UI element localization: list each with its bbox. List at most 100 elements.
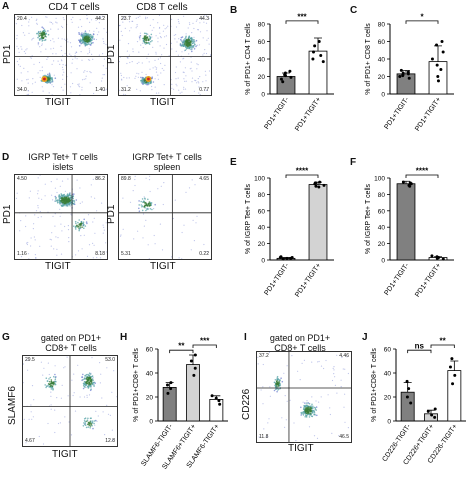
bar <box>400 391 415 422</box>
density-dots <box>119 15 211 95</box>
significance-label: ns <box>415 342 425 351</box>
bar-chart-b: 0 20 40 60 80 % of PD1+ CD4 T cells PD1+TIGIT-… <box>236 4 352 150</box>
data-point <box>405 395 409 399</box>
panel-letter-b: B <box>230 5 238 16</box>
bar <box>186 364 200 422</box>
data-point <box>311 57 315 61</box>
data-point <box>288 69 292 73</box>
data-point <box>210 394 214 398</box>
significance-bracket <box>285 20 319 24</box>
y-tick-label: 20 <box>258 74 266 81</box>
y-tick-label: 80 <box>378 192 386 199</box>
facs-plot-spleen: 89.8 4.65 5.31 0.22 <box>118 174 212 260</box>
quadrant-q1: 20.4 <box>17 16 27 22</box>
panel-letter-j: J <box>362 332 368 343</box>
bar <box>209 399 224 422</box>
data-point <box>430 413 434 417</box>
data-point <box>189 359 193 363</box>
x-axis-label-tigit: TIGIT <box>45 261 71 272</box>
quadrant-q1: 23.7 <box>121 16 131 22</box>
data-point <box>279 77 283 81</box>
bar-chart-e: 0 20 40 60 80 100% of IGRP Tet+ T cells PD1+TI… <box>236 156 352 318</box>
y-tick-label: 60 <box>378 39 386 46</box>
quadrant-q3: 1.40 <box>95 87 105 93</box>
data-point <box>319 54 323 57</box>
significance-bracket <box>405 174 439 178</box>
significance-bracket <box>192 344 217 348</box>
data-point <box>317 40 321 43</box>
quadrant-q3: 0.77 <box>199 87 209 93</box>
data-point <box>217 399 221 403</box>
quadrant-q2: 4.46 <box>339 353 349 359</box>
y-axis-label: % of PD1+CD8+ T cells <box>371 348 378 422</box>
error-bar <box>450 360 459 371</box>
quadrant-q3: 8.18 <box>95 251 105 257</box>
data-point <box>405 379 409 383</box>
bar-chart-c: 0 20 40 60 80 % of PD1+ CD8 T cells PD1+TIGIT-… <box>354 4 472 150</box>
y-tick-label: 40 <box>146 371 154 378</box>
y-tick-label: 0 <box>381 258 385 265</box>
data-point <box>169 387 173 391</box>
y-axis-label-slamf6: SLAMF6 <box>7 386 18 425</box>
facs-plot-cd226: 37.2 4.46 11.8 46.5 <box>256 351 352 443</box>
data-point <box>407 76 411 80</box>
data-point <box>407 387 411 391</box>
data-point <box>435 255 439 259</box>
y-tick-label: 40 <box>258 225 266 232</box>
bar <box>396 183 416 261</box>
panel-letter-f: F <box>350 157 357 168</box>
data-point <box>426 409 430 413</box>
y-tick-label: 60 <box>258 208 266 215</box>
panel-letter-e: E <box>230 157 237 168</box>
chart-svg: 0 20 40 60 80 100% of IGRP Tet+ T cells PD1+TI… <box>245 166 334 299</box>
y-tick-label: 40 <box>378 57 386 64</box>
data-point <box>406 70 410 74</box>
panel-d-title-spleen: IGRP Tet+ T cells spleen <box>132 152 202 172</box>
significance-bracket <box>407 349 432 354</box>
data-point <box>314 181 318 185</box>
panel-a-title-cd4: CD4 T cells <box>48 2 100 13</box>
bar <box>308 184 328 261</box>
data-point <box>192 373 196 377</box>
y-tick-label: 60 <box>378 208 386 215</box>
quadrant-q2: 86.2 <box>95 176 105 182</box>
quadrant-q3: 12.8 <box>105 438 115 444</box>
y-tick-label: 0 <box>149 419 153 426</box>
significance-label: **** <box>416 166 429 175</box>
data-point <box>318 180 322 184</box>
category-label: PD1+TIGIT- <box>383 96 411 131</box>
x-axis-label-tigit: TIGIT <box>150 97 176 108</box>
data-point <box>218 402 222 406</box>
data-point <box>169 381 173 385</box>
y-tick-label: 40 <box>258 57 266 64</box>
category-label: PD1+TIGIT+ <box>294 262 322 299</box>
panel-letter-d: D <box>2 152 10 163</box>
quadrant-q3: 46.5 <box>339 434 349 440</box>
data-point <box>433 415 437 419</box>
data-point <box>430 57 434 61</box>
bar <box>276 76 296 95</box>
significance-bracket <box>285 174 319 178</box>
data-point <box>401 71 405 75</box>
quadrant-q4: 5.31 <box>121 251 131 257</box>
data-point <box>399 68 403 72</box>
significance-label: **** <box>296 166 309 175</box>
significance-label: * <box>420 12 424 21</box>
y-tick-label: 100 <box>374 176 385 183</box>
significance-bracket <box>169 349 194 354</box>
data-point <box>279 255 283 259</box>
data-point <box>440 40 444 43</box>
data-point <box>321 60 325 64</box>
data-point <box>433 407 437 411</box>
error-bar <box>189 354 197 365</box>
y-tick-label: 100 <box>254 176 265 183</box>
category-label: PD1+TIGIT- <box>263 96 291 131</box>
density-dots <box>15 15 107 95</box>
quadrant-q4: 1.16 <box>17 251 27 257</box>
error-bar <box>403 382 412 393</box>
y-tick-label: 80 <box>258 22 266 29</box>
error-bar <box>434 45 442 62</box>
quadrant-q4: 11.8 <box>259 434 269 440</box>
data-point <box>450 357 454 361</box>
panel-i-title: gated on PD1+ CD8+ T cells <box>269 333 331 353</box>
